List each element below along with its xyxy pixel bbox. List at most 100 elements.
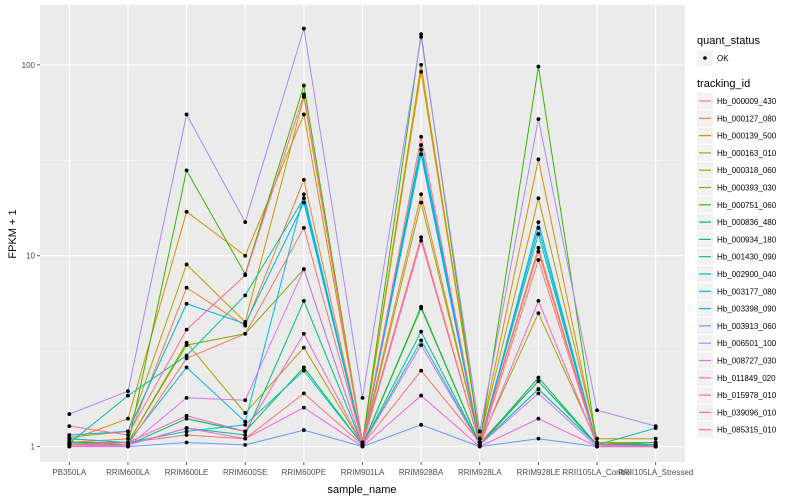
data-point xyxy=(419,235,424,240)
data-point xyxy=(301,92,306,97)
data-point xyxy=(419,192,424,197)
data-point xyxy=(536,416,541,421)
legend-label: Hb_085315_010 xyxy=(717,426,777,435)
data-point xyxy=(477,429,482,434)
x-tick-label: PB350LA xyxy=(52,468,86,477)
data-point xyxy=(184,343,189,348)
data-point xyxy=(184,168,189,173)
data-point xyxy=(67,412,72,416)
data-point xyxy=(419,304,424,309)
legend-label: Hb_003177_080 xyxy=(717,287,777,296)
data-point xyxy=(419,62,424,67)
x-tick-label: RRII105LA_Stressed xyxy=(618,468,693,477)
data-point xyxy=(184,112,189,117)
data-point xyxy=(243,429,248,434)
legend-label: Hb_015978_010 xyxy=(717,391,777,400)
data-point xyxy=(184,209,189,214)
data-point xyxy=(184,285,189,290)
grid-lines xyxy=(40,5,685,462)
data-point xyxy=(243,253,248,258)
data-point xyxy=(243,220,248,225)
legend-label: Hb_000163_010 xyxy=(717,149,777,158)
data-point xyxy=(477,443,482,447)
legend-label: Hb_000393_030 xyxy=(717,184,777,193)
data-point xyxy=(419,69,424,74)
data-point xyxy=(301,196,306,201)
data-point xyxy=(184,356,189,361)
data-point xyxy=(243,411,248,415)
y-axis: 1 10 100 xyxy=(22,61,40,452)
data-point xyxy=(301,331,306,336)
data-point xyxy=(184,426,189,430)
data-point xyxy=(419,368,424,373)
y-tick-label: 100 xyxy=(22,61,36,70)
data-point xyxy=(536,387,541,392)
legend-label: Hb_000751_060 xyxy=(717,201,777,210)
data-point xyxy=(536,157,541,162)
data-point xyxy=(419,152,424,157)
data-point xyxy=(243,422,248,427)
data-point xyxy=(536,379,541,384)
data-point xyxy=(419,134,424,139)
data-point xyxy=(536,196,541,201)
data-point xyxy=(184,413,189,418)
data-point xyxy=(184,301,189,306)
data-point xyxy=(67,443,72,447)
data-point xyxy=(126,429,130,434)
data-point xyxy=(360,440,365,445)
legend-shape-title: quant_status xyxy=(697,35,760,47)
data-point xyxy=(301,267,306,272)
data-point xyxy=(243,331,248,336)
data-point xyxy=(184,433,189,437)
data-point xyxy=(243,443,248,447)
data-point xyxy=(126,443,130,447)
data-point xyxy=(536,220,541,225)
y-tick-label: 10 xyxy=(26,252,35,261)
x-tick-label: RRIM928BA xyxy=(399,468,444,477)
data-point xyxy=(67,424,72,428)
data-point xyxy=(243,433,248,437)
data-point xyxy=(301,405,306,410)
data-point xyxy=(536,64,541,69)
data-point xyxy=(536,225,541,230)
x-tick-label: RRIM600LE xyxy=(165,468,209,477)
legend-label: Hb_000934_180 xyxy=(717,235,777,244)
legend-label: Hb_002900_040 xyxy=(717,270,777,279)
data-point xyxy=(536,249,541,254)
data-point xyxy=(243,293,248,298)
legend-label: Hb_011849_020 xyxy=(717,374,776,383)
data-point xyxy=(184,327,189,332)
legend-label: Hb_000318_060 xyxy=(717,166,777,175)
data-point xyxy=(595,408,599,413)
x-tick-label: RRIM600SE xyxy=(223,468,267,477)
data-point xyxy=(536,258,541,262)
data-point xyxy=(595,443,599,447)
data-point xyxy=(419,200,424,205)
legend-label: Hb_000127_080 xyxy=(717,114,777,123)
data-point xyxy=(536,298,541,303)
x-tick-label: RRIM600PE xyxy=(282,468,326,477)
data-point xyxy=(536,375,541,380)
data-point xyxy=(184,429,189,434)
data-point xyxy=(536,311,541,316)
data-point xyxy=(595,436,599,441)
data-point xyxy=(419,238,424,243)
x-tick-label: RRIM928LE xyxy=(517,468,561,477)
x-axis-title: sample_name xyxy=(327,484,396,496)
data-point xyxy=(301,177,306,182)
data-point xyxy=(243,436,248,441)
data-point xyxy=(243,321,248,326)
data-point xyxy=(536,117,541,121)
legend-label: Hb_000009_430 xyxy=(717,97,777,106)
data-point xyxy=(653,424,658,428)
legend-label: Hb_000836_480 xyxy=(717,218,777,227)
legend-point-icon xyxy=(703,56,707,60)
data-point xyxy=(301,298,306,303)
data-point xyxy=(243,398,248,403)
data-point xyxy=(301,391,306,396)
legend: quant_status OK tracking_id Hb_000009_43… xyxy=(697,35,777,438)
data-point xyxy=(419,143,424,147)
data-point xyxy=(126,416,130,421)
data-point xyxy=(243,419,248,424)
